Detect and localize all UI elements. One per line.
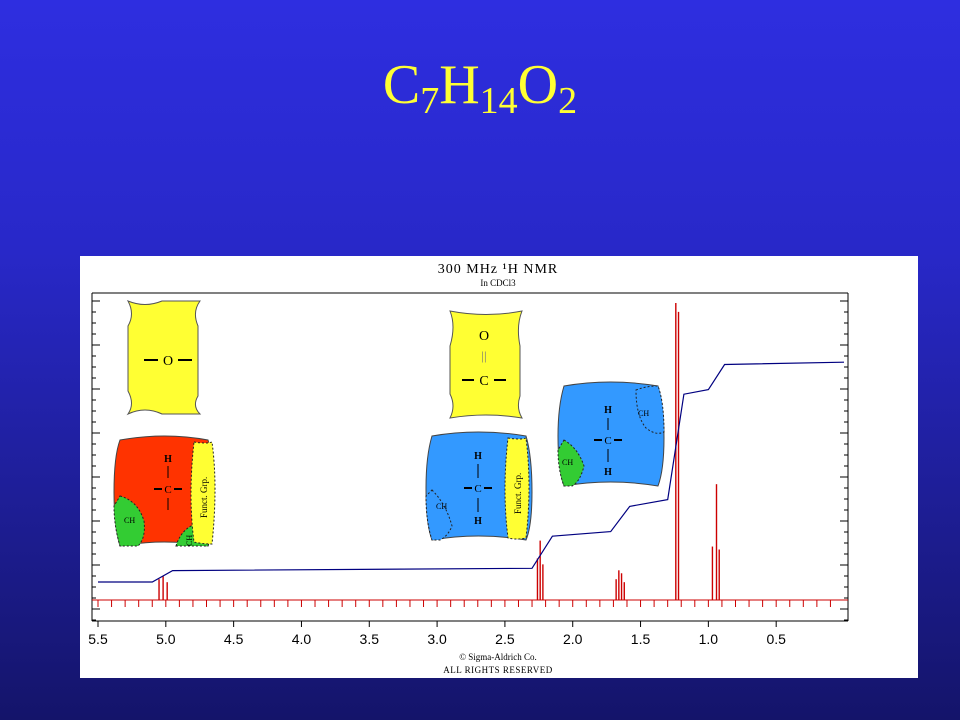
methine-h-label: H [164, 454, 172, 465]
methylene-funct-region [504, 437, 530, 540]
methylene-ch-region [425, 489, 453, 541]
molecular-formula-title: C7H14O2 [0, 40, 960, 130]
x-tick-label: 2.5 [495, 631, 515, 647]
frame-tick-marks [92, 300, 848, 621]
ether-o-label: O [163, 354, 173, 369]
carbonyl-o-label: O [479, 329, 489, 344]
formula-c: C [382, 54, 421, 116]
formula-o: O [517, 54, 559, 116]
x-tick-label: 4.0 [292, 631, 312, 647]
copyright-label: © Sigma-Aldrich Co. [459, 652, 537, 662]
methylene2-c-label: C [604, 435, 611, 447]
x-tick-label: 4.5 [224, 631, 244, 647]
methylene-h-top-label: H [474, 451, 482, 462]
x-tick-label: 1.5 [631, 631, 651, 647]
formula-h-count: 14 [479, 80, 518, 122]
carbonyl-card [449, 310, 523, 419]
nmr-spectrum-panel: 300 MHz ¹H NMR In CDCl3 5.5 5.0 4.5 4.0 3.5 3… [80, 256, 918, 678]
methine-ch3-left-label: CH [124, 516, 135, 525]
methine-ch3-left-region [113, 495, 145, 547]
methine-fragment: H C Funct. Grp. CH CH [113, 435, 216, 547]
methine-c-label: C [164, 484, 171, 496]
x-tick-label: 3.5 [360, 631, 380, 647]
carbonyl-double-bond: || [481, 348, 486, 363]
x-tick-label: 5.5 [88, 631, 108, 647]
carbonyl-c-label: C [479, 374, 488, 389]
solvent-label: In CDCl3 [480, 278, 516, 288]
methine-funct-region [190, 441, 216, 545]
x-tick-label: 3.0 [427, 631, 447, 647]
methylene2-ch-right-label: CH [638, 409, 649, 418]
integral-trace [98, 361, 845, 583]
methylene-c-label: C [474, 483, 481, 495]
methine-ch3-bottom-label: CH [185, 535, 194, 546]
rights-label: ALL RIGHTS RESERVED [443, 665, 552, 675]
spectrum-title: 300 MHz ¹H NMR [438, 262, 558, 277]
formula-o-count: 2 [558, 80, 578, 122]
nmr-spectrum-svg: 300 MHz ¹H NMR In CDCl3 5.5 5.0 4.5 4.0 3.5 3… [88, 262, 849, 675]
methylene2-ch-right-region [635, 385, 665, 434]
carbonyl-fragment: O || C [449, 310, 523, 419]
methylene2-h-top-label: H [604, 405, 612, 416]
ether-card [126, 300, 202, 416]
methylene-funct-label: Funct. Grp. [513, 473, 523, 514]
formula-h: H [439, 54, 480, 116]
peak-series [158, 303, 720, 600]
methylene-fragment: H C H Funct. Grp. CH [425, 431, 533, 541]
formula-c-count: 7 [420, 80, 440, 122]
methylene-fragment-2: H C H CH CH [557, 381, 665, 487]
methine-funct-label: Funct. Grp. [199, 477, 209, 518]
x-tick-label: 5.0 [156, 631, 176, 647]
methylene-ch-label: CH [436, 502, 447, 511]
x-tick-label: 2.0 [563, 631, 583, 647]
methylene2-h-bottom-label: H [604, 467, 612, 478]
methylene2-ch-left-label: CH [562, 458, 573, 467]
x-tick-label: 1.0 [699, 631, 719, 647]
x-axis-ticks: 5.5 5.0 4.5 4.0 3.5 3.0 2.5 2.0 1.5 1.0 0.5 [88, 600, 831, 647]
methylene-h-bottom-label: H [474, 516, 482, 527]
methylene2-ch-left-region [557, 439, 585, 487]
x-tick-label: 0.5 [766, 631, 786, 647]
ether-fragment: O [126, 300, 202, 416]
